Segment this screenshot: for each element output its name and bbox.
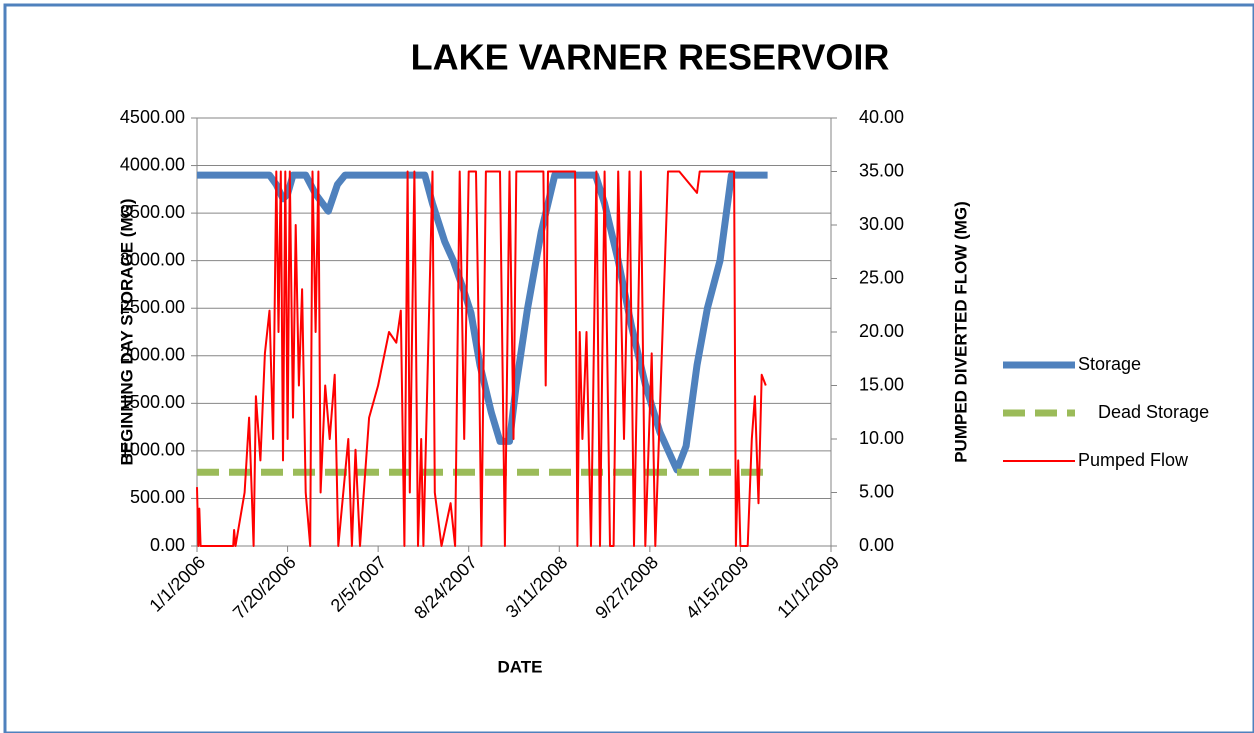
chart-frame [3,3,1254,733]
series-line [196,170,767,547]
y2-tick-label: 40.00 [859,107,904,127]
y2-axis-title: PUMPED DIVERTED FLOW (MG) [951,201,970,463]
y-tick-label: 2000.00 [120,345,185,365]
y2-tick-label: 35.00 [859,160,904,180]
legend-label: Dead Storage [1098,402,1209,422]
y2-tick-label: 25.00 [859,267,904,287]
y-tick-label: 3000.00 [120,249,185,269]
y-tick-label: 4500.00 [120,107,185,127]
legend-label: Pumped Flow [1078,450,1189,470]
plot-area [196,117,832,547]
legend-label: Storage [1078,354,1141,374]
y2-tick-label: 10.00 [859,428,904,448]
y-tick-label: 500.00 [130,487,185,507]
y-tick-label: 3500.00 [120,202,185,222]
y-axis-title: BEGINNING DAY STORAGE (MG) [117,199,136,466]
y-tick-label: 1500.00 [120,392,185,412]
y-tick-label: 1000.00 [120,440,185,460]
y-tick-label: 2500.00 [120,297,185,317]
chart-title: LAKE VARNER RESERVOIR [411,37,890,78]
x-axis-title: DATE [497,657,542,676]
y2-tick-label: 30.00 [859,214,904,234]
series-line [197,171,768,474]
y2-tick-label: 5.00 [859,481,894,501]
y2-tick-label: 0.00 [859,535,894,555]
y2-tick-label: 20.00 [859,321,904,341]
y-tick-label: 4000.00 [120,154,185,174]
y-tick-label: 0.00 [150,535,185,555]
y2-tick-label: 15.00 [859,374,904,394]
